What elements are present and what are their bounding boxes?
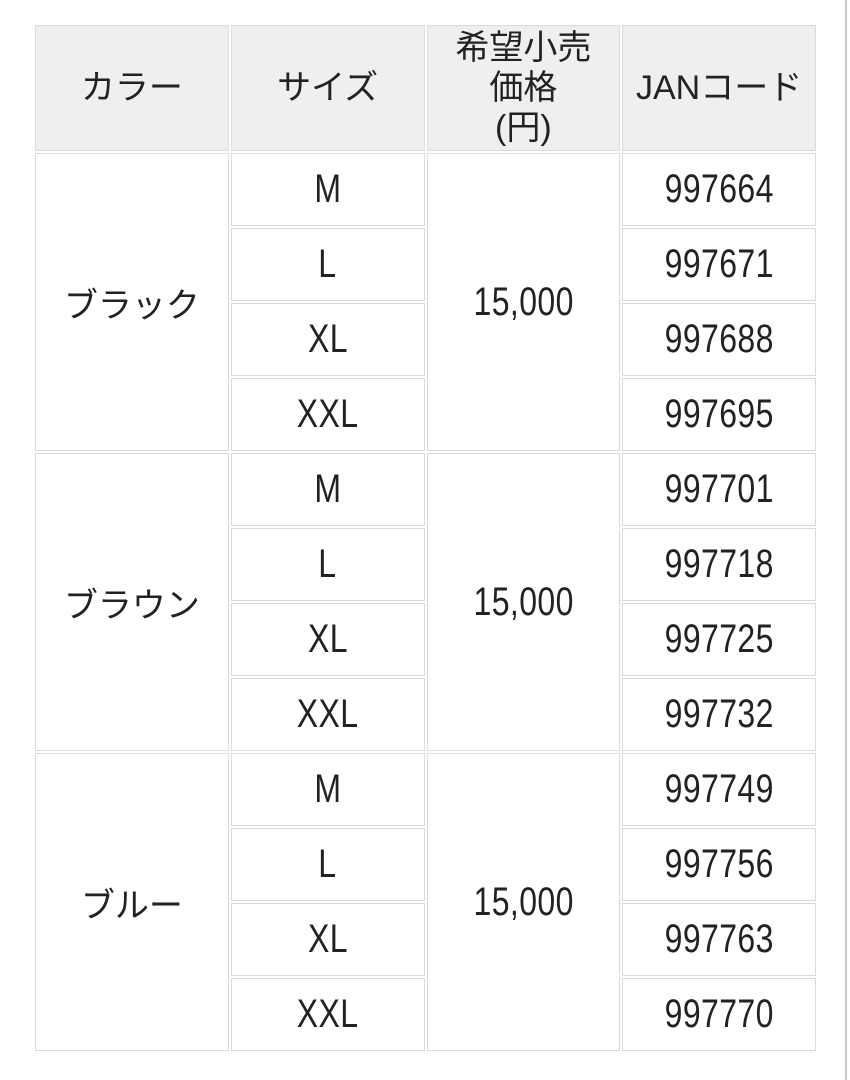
jan-value: 997725 [664,617,774,661]
jan-value: 997671 [664,242,774,286]
header-row: カラー サイズ 希望小売 価格 (円) JANコード [35,25,816,151]
color-cell-brown: ブラウン [35,453,229,751]
size-value: XXL [296,692,359,736]
table-row: L 997718 [35,528,816,601]
jan-cell: 997763 [622,903,816,976]
table-row: XXL 997695 [35,378,816,451]
jan-value: 997732 [664,692,774,736]
size-cell: L [230,528,425,601]
table-row: L 997756 [35,828,816,901]
table-row: XL 997763 [35,903,816,976]
column-header-color: カラー [35,25,229,151]
size-value: M [314,167,342,211]
size-value: L [318,242,337,286]
size-value: M [314,467,342,511]
jan-cell: 997701 [622,453,816,526]
table-body: ブラック M 15,000 997664 L 997671 XL 997688 … [35,153,816,1051]
jan-cell: 997688 [622,303,816,376]
size-value: XL [307,917,348,961]
size-value: XXL [296,992,359,1036]
jan-cell: 997770 [622,978,816,1051]
size-cell: M [230,453,425,526]
jan-cell: 997671 [622,228,816,301]
jan-value: 997756 [664,842,774,886]
jan-value: 997770 [664,992,774,1036]
jan-cell: 997756 [622,828,816,901]
size-value: L [318,842,337,886]
price-value: 15,000 [473,279,574,324]
column-header-jan: JANコード [622,25,816,151]
size-cell: XXL [230,678,425,751]
jan-value: 997688 [664,317,774,361]
scrollbar-track-line [845,0,847,1080]
size-cell: XXL [230,978,425,1051]
jan-cell: 997749 [622,753,816,826]
jan-value: 997763 [664,917,774,961]
table-row: XXL 997770 [35,978,816,1051]
table-header: カラー サイズ 希望小売 価格 (円) JANコード [35,25,816,151]
price-cell: 15,000 [426,753,621,1051]
size-value: L [318,542,337,586]
table-row: ブラウン M 15,000 997701 [35,453,816,751]
size-cell: L [230,828,425,901]
price-cell: 15,000 [426,153,621,451]
column-header-price: 希望小売 価格 (円) [426,25,621,151]
jan-value: 997749 [664,767,774,811]
table-row: XL 997725 [35,603,816,676]
size-cell: XL [230,603,425,676]
table-row: ブラック M 15,000 997664 [35,153,816,451]
jan-cell: 997695 [622,378,816,451]
jan-cell: 997664 [622,153,816,226]
size-cell: L [230,228,425,301]
product-spec-table: カラー サイズ 希望小売 価格 (円) JANコード ブラック M 15,000… [33,23,818,1053]
size-value: XL [307,617,348,661]
table-row: L 997671 [35,228,816,301]
table-row: ブルー M 15,000 997749 [35,753,816,1051]
table-row: XL 997688 [35,303,816,376]
size-cell: XXL [230,378,425,451]
price-cell: 15,000 [426,453,621,751]
size-cell: M [230,153,425,226]
size-cell: XL [230,303,425,376]
jan-value: 997718 [664,542,774,586]
jan-cell: 997718 [622,528,816,601]
color-cell-blue: ブルー [35,753,229,1051]
size-value: M [314,767,342,811]
jan-cell: 997732 [622,678,816,751]
size-value: XXL [296,392,359,436]
jan-cell: 997725 [622,603,816,676]
jan-value: 997695 [664,392,774,436]
column-header-size: サイズ [230,25,425,151]
table-row: XXL 997732 [35,678,816,751]
size-value: XL [307,317,348,361]
color-cell-black: ブラック [35,153,229,451]
price-value: 15,000 [473,879,574,924]
size-cell: M [230,753,425,826]
size-cell: XL [230,903,425,976]
jan-value: 997701 [664,467,774,511]
jan-value: 997664 [664,167,774,211]
price-value: 15,000 [473,579,574,624]
